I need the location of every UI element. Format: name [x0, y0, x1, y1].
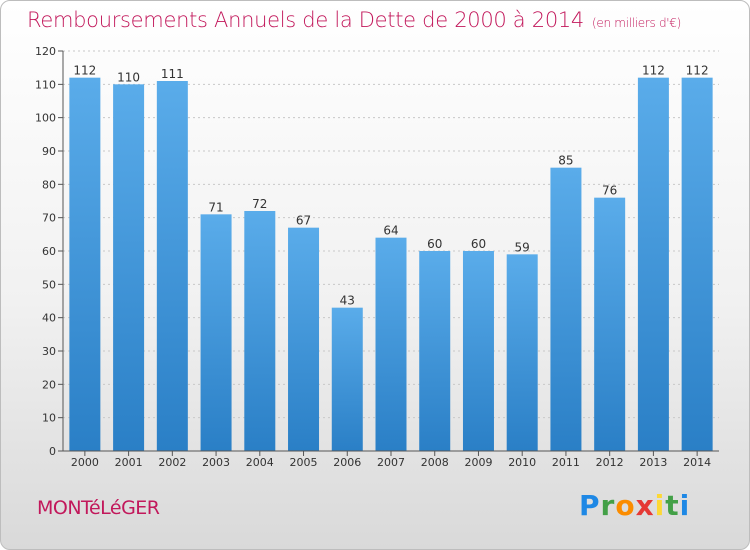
bar [462, 251, 494, 451]
data-label: 112 [73, 64, 96, 78]
bar [156, 81, 188, 451]
chart-subtitle: (en milliers d'€) [592, 16, 682, 30]
data-label: 112 [686, 64, 709, 78]
data-label: 64 [383, 224, 398, 238]
y-tick-label: 40 [42, 312, 56, 325]
data-label: 60 [427, 237, 442, 251]
bar [681, 77, 713, 452]
y-tick-label: 30 [42, 345, 56, 358]
bar [594, 197, 626, 451]
y-tick-label: 50 [42, 278, 56, 291]
x-tick-label: 2010 [508, 456, 536, 469]
y-tick-label: 80 [42, 178, 56, 191]
bar [113, 84, 145, 451]
chart-title: Remboursements Annuels de la Dette de 20… [27, 8, 682, 32]
data-label: 85 [558, 154, 573, 168]
bar [375, 237, 407, 451]
y-tick-label: 100 [35, 112, 56, 125]
data-label: 110 [117, 70, 140, 84]
x-tick-label: 2000 [71, 456, 99, 469]
y-tick-label: 90 [42, 145, 56, 158]
data-label: 111 [161, 67, 184, 81]
proxiti-logo[interactable]: Proxiti [579, 489, 691, 522]
bar [288, 227, 320, 451]
data-label: 76 [602, 184, 617, 198]
data-label: 112 [642, 64, 665, 78]
x-tick-label: 2006 [333, 456, 361, 469]
x-tick-label: 2012 [596, 456, 624, 469]
place-name: MONTéLéGER [37, 497, 160, 519]
y-tick-label: 60 [42, 245, 56, 258]
x-tick-label: 2007 [377, 456, 405, 469]
data-label: 60 [471, 237, 486, 251]
x-tick-label: 2009 [464, 456, 492, 469]
bar [200, 214, 232, 451]
y-tick-label: 10 [42, 412, 56, 425]
y-tick-label: 70 [42, 212, 56, 225]
x-tick-label: 2008 [421, 456, 449, 469]
x-tick-label: 2013 [639, 456, 667, 469]
bar [331, 307, 363, 451]
data-label: 59 [515, 240, 530, 254]
y-tick-label: 0 [49, 445, 56, 458]
x-tick-label: 2004 [246, 456, 274, 469]
bar [244, 211, 276, 451]
bar [637, 77, 669, 452]
bar [69, 77, 101, 452]
data-label: 43 [340, 294, 355, 308]
bar [506, 254, 538, 451]
bar [419, 251, 451, 451]
x-tick-label: 2003 [202, 456, 230, 469]
bar [550, 167, 582, 451]
x-tick-label: 2011 [552, 456, 580, 469]
x-tick-label: 2005 [290, 456, 318, 469]
data-label: 71 [208, 200, 223, 214]
x-tick-label: 2014 [683, 456, 711, 469]
y-tick-label: 20 [42, 378, 56, 391]
x-tick-label: 2002 [158, 456, 186, 469]
data-label: 72 [252, 197, 267, 211]
y-tick-label: 120 [35, 45, 56, 58]
data-label: 67 [296, 214, 311, 228]
x-tick-label: 2001 [115, 456, 143, 469]
y-tick-label: 110 [35, 78, 56, 91]
